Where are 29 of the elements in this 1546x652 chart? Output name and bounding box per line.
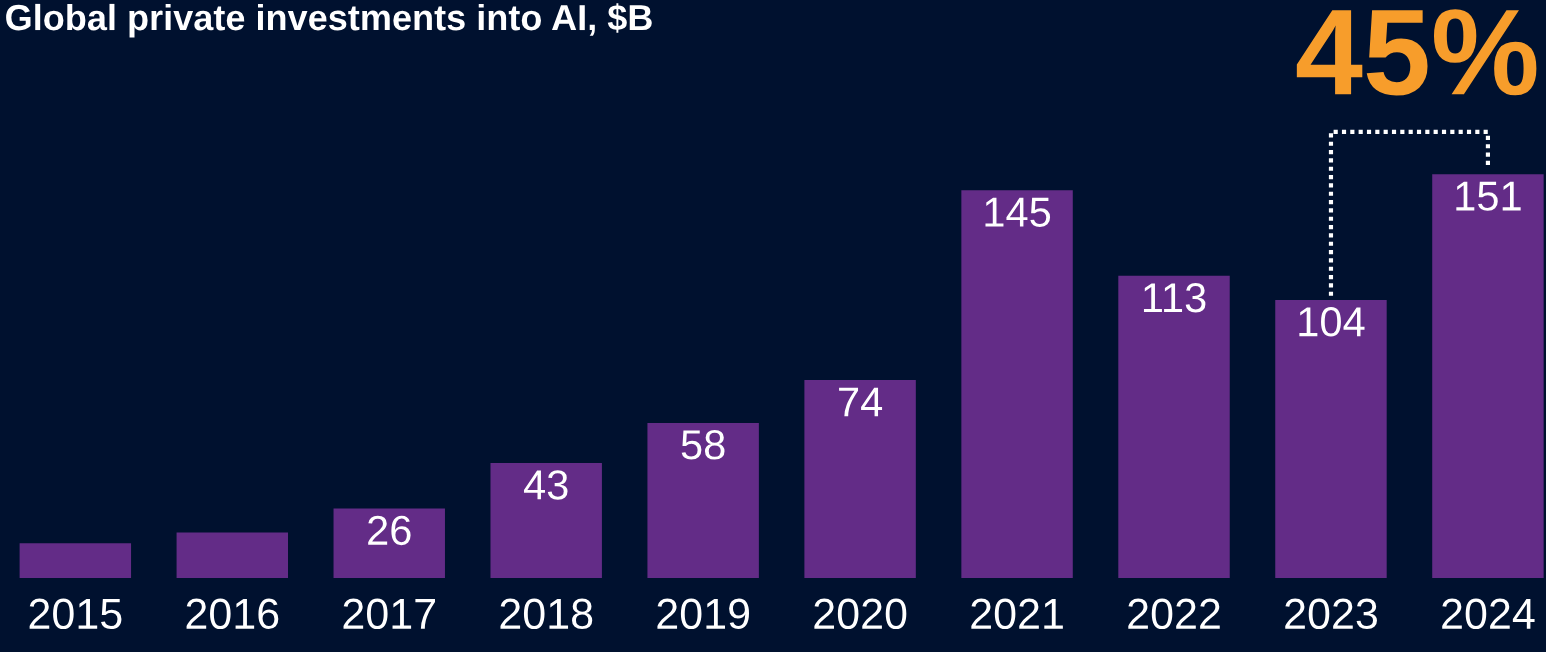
x-tick-label: 2021	[971, 598, 1063, 630]
data-label: 145	[985, 197, 1051, 227]
data-label: 151	[1456, 181, 1521, 211]
chart-title: Global private investments into AI, $B	[6, 3, 652, 38]
data-label: 43	[523, 470, 568, 500]
x-tick-label: 2015	[29, 598, 122, 630]
x-tick-label: 2016	[186, 598, 279, 630]
bar	[1275, 299, 1387, 578]
data-label: 26	[368, 515, 411, 546]
data-label: 58	[681, 430, 725, 460]
data-label: 74	[839, 387, 883, 417]
x-tick-label: 2022	[1128, 598, 1220, 630]
bar	[490, 463, 602, 578]
x-tick-label: 2023	[1285, 598, 1377, 630]
data-label: 104	[1299, 307, 1365, 337]
x-tick-label: 2018	[500, 598, 593, 630]
bar	[19, 543, 132, 578]
text: 45%	[1296, 9, 1537, 96]
data-label: 113	[1143, 282, 1206, 313]
bar	[1118, 275, 1230, 578]
bar	[176, 532, 289, 578]
bar	[804, 380, 916, 578]
x-tick-label: 2020	[814, 598, 907, 630]
x-tick-label: 2024	[1442, 598, 1535, 630]
x-tick-label: 2017	[343, 598, 435, 630]
x-tick-label: 2019	[657, 598, 750, 630]
bar	[333, 508, 445, 578]
bar	[961, 190, 1073, 578]
bar	[647, 422, 759, 578]
